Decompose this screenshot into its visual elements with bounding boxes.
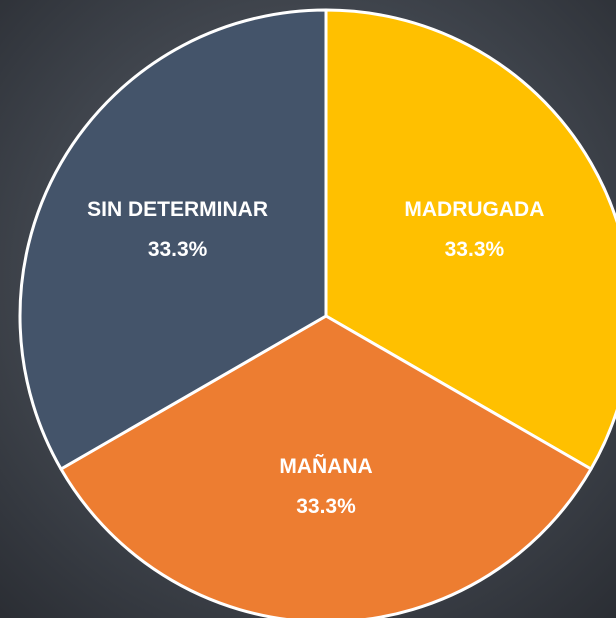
slice-category-label: SIN DETERMINAR — [87, 198, 268, 221]
pie-slice — [59, 314, 593, 618]
slice-category-label: MAÑANA — [279, 455, 372, 478]
slice-value-label: 33.3% — [148, 238, 208, 261]
slice-category-label: MADRUGADA — [404, 198, 544, 221]
pie: MADRUGADA 33.3% MAÑANA 33.3% SIN DETERMINAR 3… — [18, 8, 616, 618]
slice-value-label: 33.3% — [296, 495, 356, 518]
slice-value-label: 33.3% — [445, 238, 505, 261]
pie-slice — [324, 8, 616, 471]
pie-slice — [18, 8, 328, 471]
